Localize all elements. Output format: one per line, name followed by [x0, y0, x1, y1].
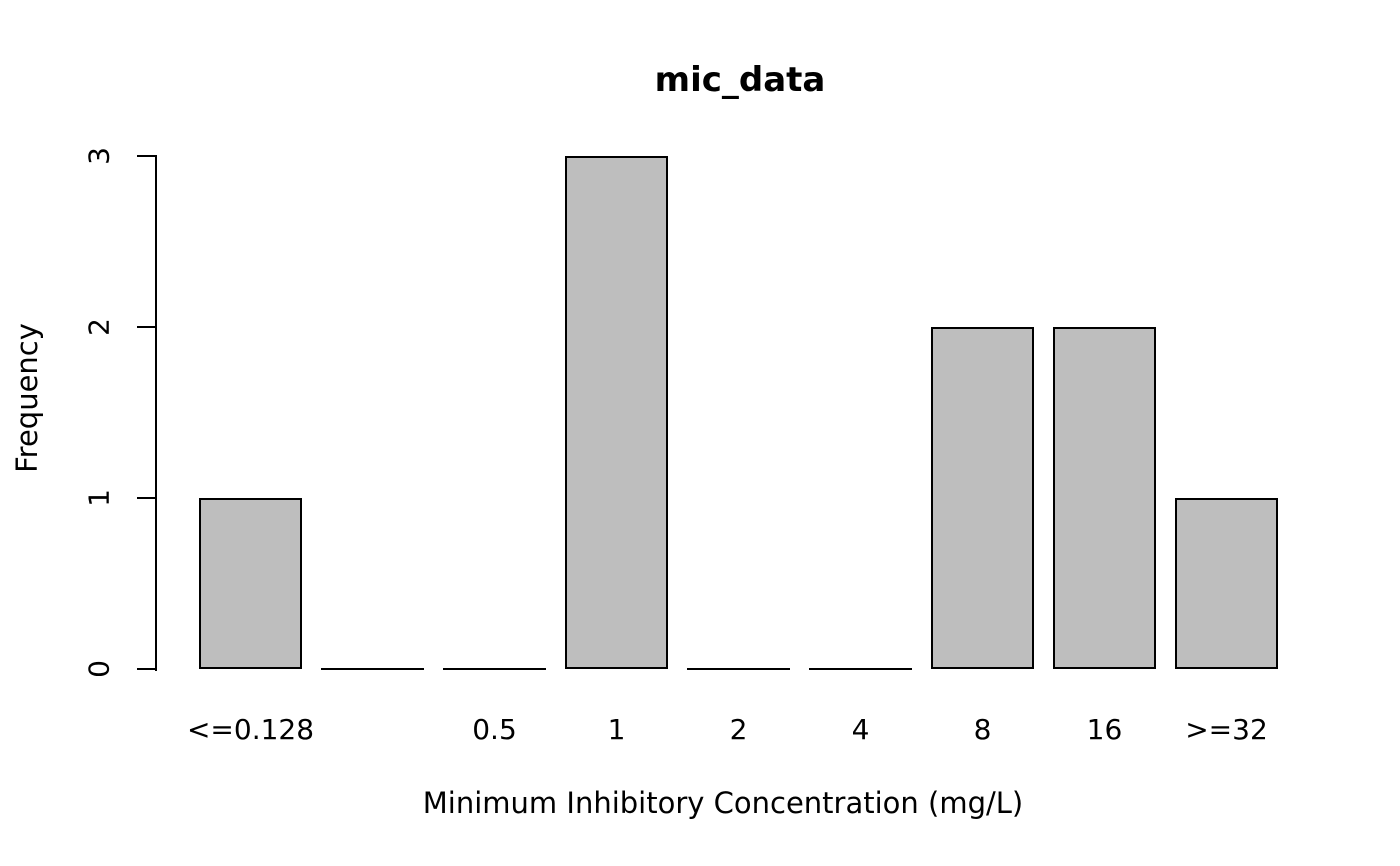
y-axis-tick — [137, 497, 157, 499]
y-axis-line — [155, 155, 157, 671]
x-tick-label: 4 — [851, 713, 870, 746]
x-tick-label: 8 — [973, 713, 992, 746]
y-axis-tick — [137, 668, 157, 670]
zero-bar-line — [443, 668, 546, 670]
zero-bar-line — [321, 668, 424, 670]
bar — [565, 156, 668, 669]
y-axis-title: Frequency — [10, 323, 44, 473]
x-tick-label: 0.5 — [472, 713, 517, 746]
y-tick-label: 0 — [82, 660, 116, 678]
x-tick-label: 1 — [607, 713, 626, 746]
y-axis-tick — [137, 155, 157, 157]
y-tick-label: 2 — [82, 318, 116, 336]
y-tick-label: 1 — [82, 489, 116, 507]
zero-bar-line — [809, 668, 912, 670]
zero-bar-line — [687, 668, 790, 670]
bar — [1053, 327, 1156, 669]
bar — [199, 498, 302, 669]
bar — [931, 327, 1034, 669]
x-tick-label: <=0.128 — [186, 713, 315, 746]
x-axis-title: Minimum Inhibitory Concentration (mg/L) — [422, 786, 1024, 820]
x-tick-label: >=32 — [1185, 713, 1268, 746]
chart-title: mic_data — [654, 60, 826, 100]
x-tick-label: 2 — [729, 713, 748, 746]
y-axis-tick — [137, 326, 157, 328]
bar — [1175, 498, 1278, 669]
y-tick-label: 3 — [82, 147, 116, 165]
x-tick-label: 16 — [1086, 713, 1123, 746]
